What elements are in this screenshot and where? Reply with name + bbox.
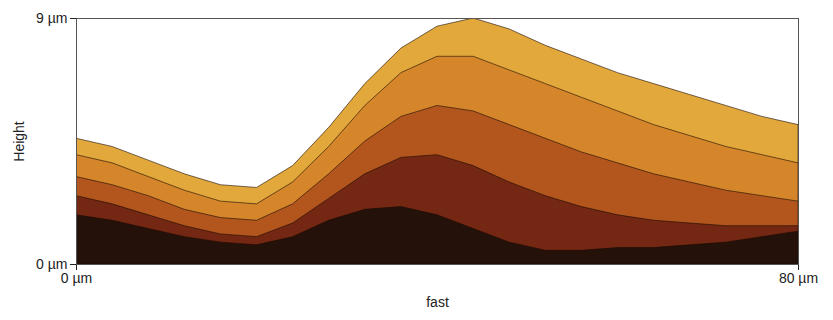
svg-text:Height: Height: [11, 121, 27, 162]
svg-text:0 µm: 0 µm: [36, 256, 68, 272]
svg-text:9 µm: 9 µm: [36, 10, 67, 26]
svg-text:80 µm: 80 µm: [779, 270, 818, 286]
svg-text:0 µm: 0 µm: [61, 270, 92, 286]
svg-text:fast: fast: [426, 294, 449, 310]
